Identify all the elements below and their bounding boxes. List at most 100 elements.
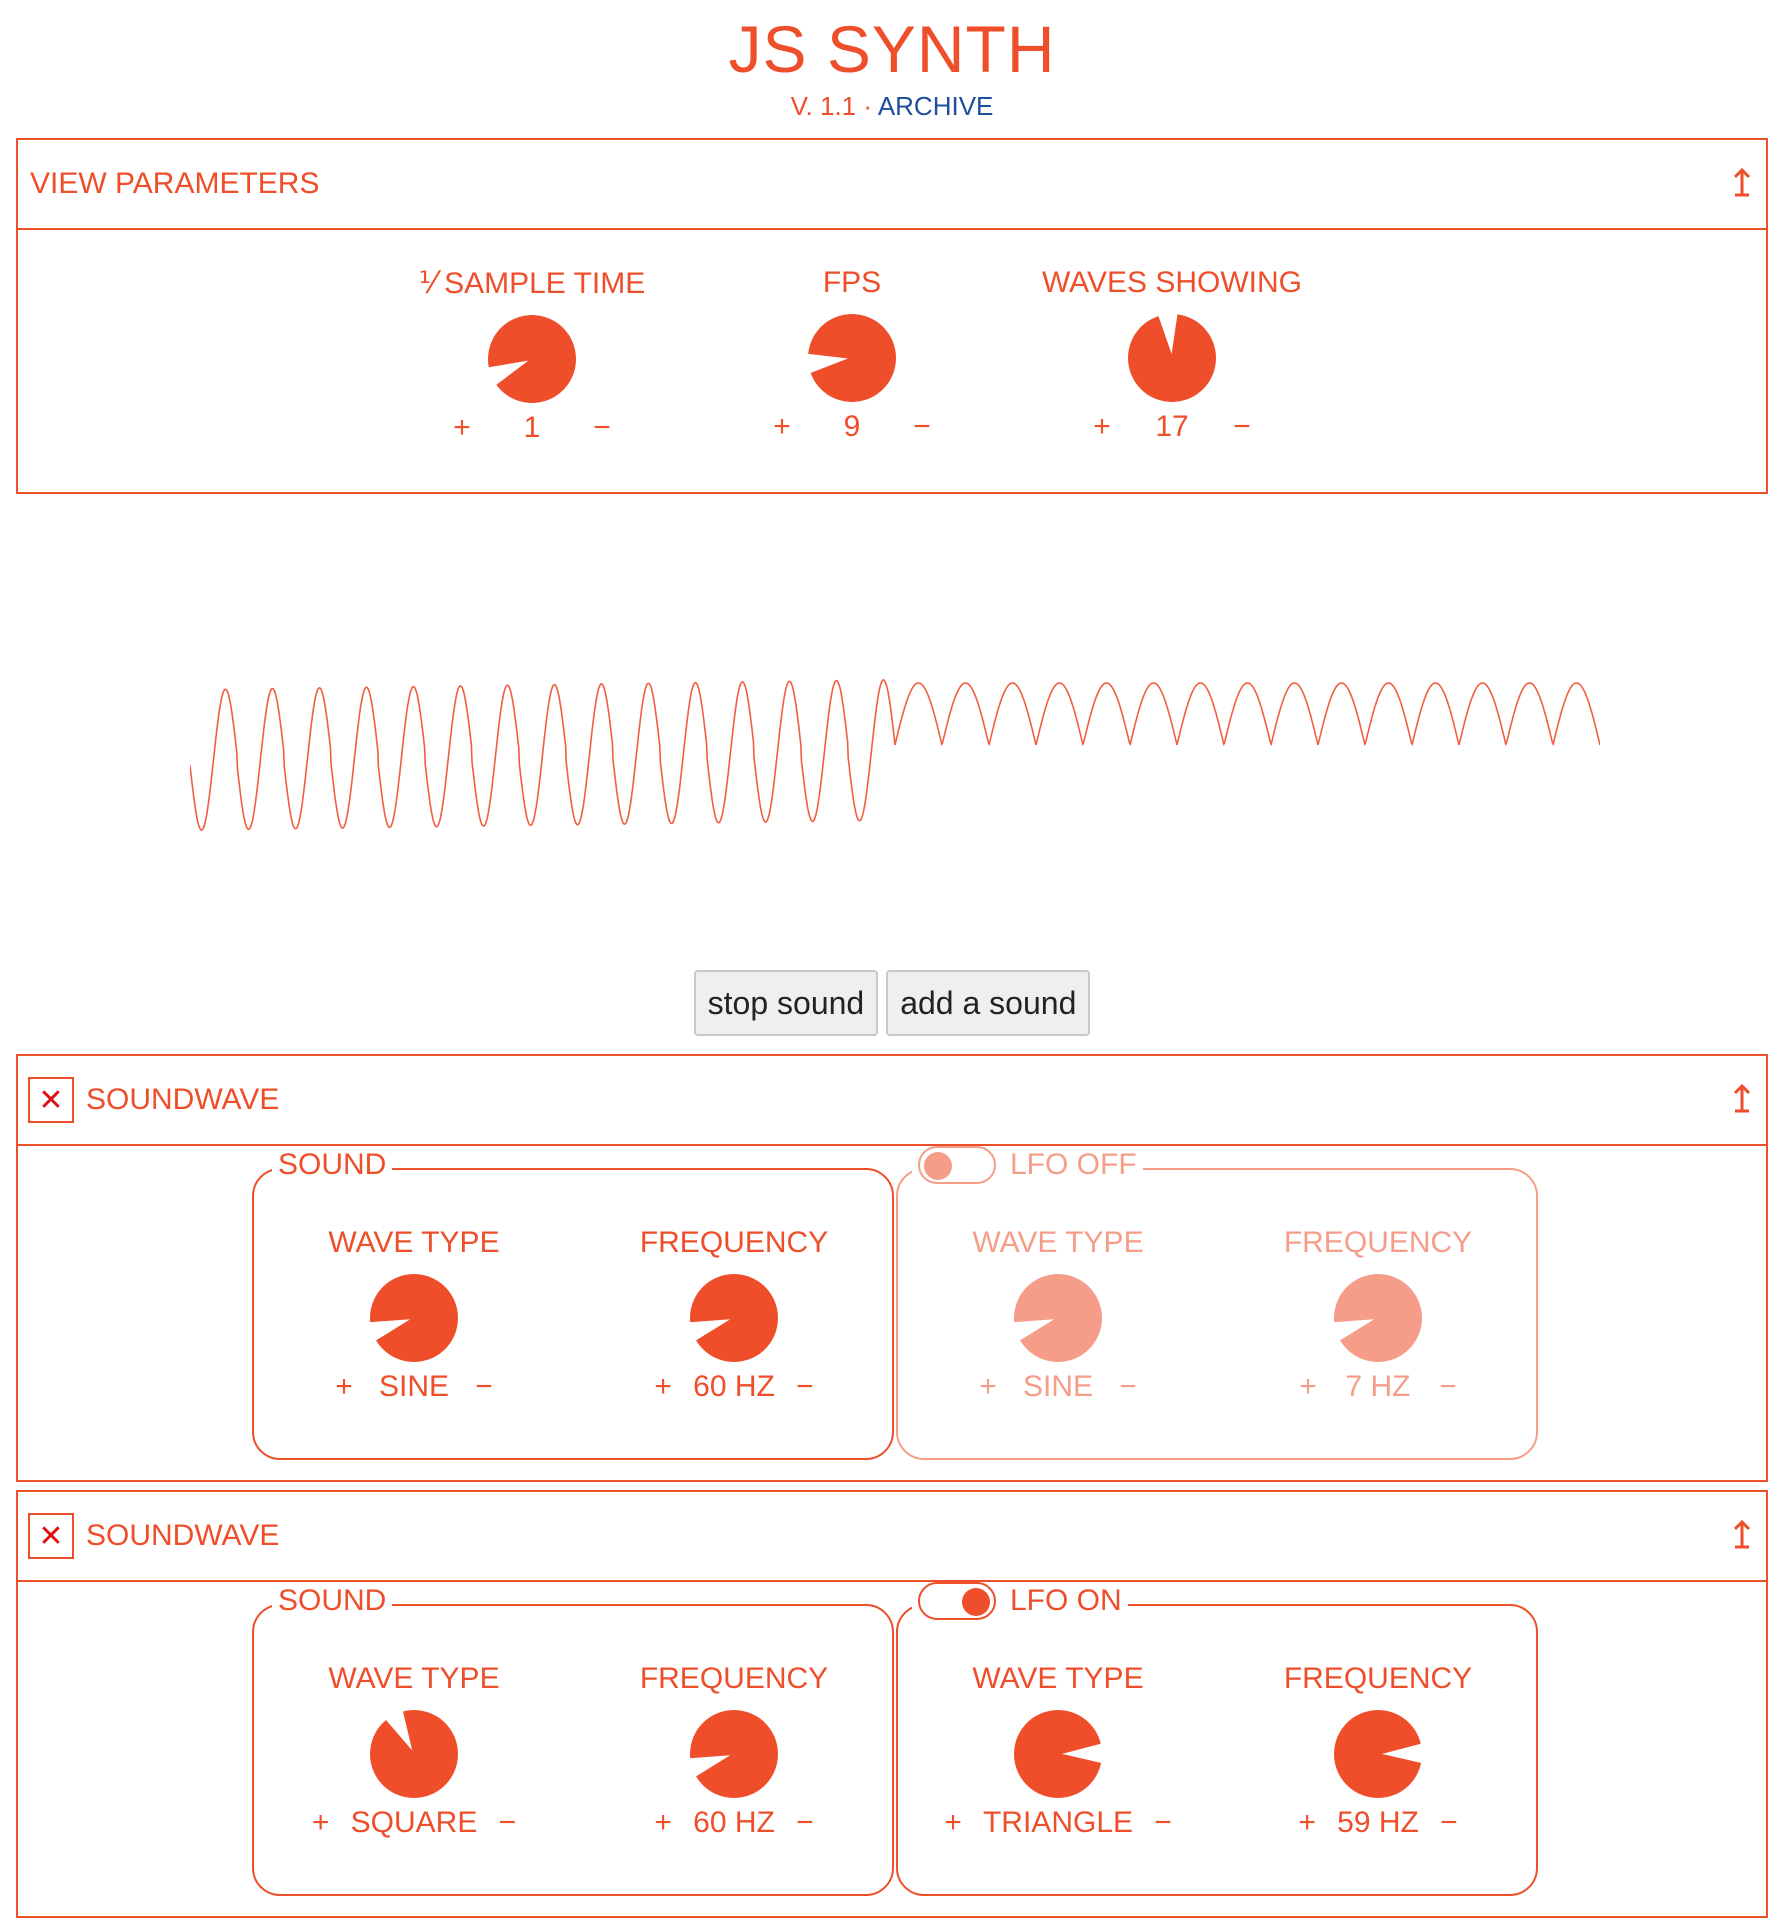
view-parameters-panel: VIEW PARAMETERS ⅟ SAMPLE TIME + 1 − FPS … [16,138,1768,494]
view-knob-0-minus-button[interactable]: − [593,411,611,444]
sound-frequency-controls: + 60 HZ − [594,1806,874,1840]
sound-frequency-dial[interactable] [688,1272,780,1364]
view-knob-2-label: WAVES SHOWING [1041,266,1302,299]
view-knob-0: ⅟ SAMPLE TIME + 1 − [382,266,682,445]
sound-legend-label: SOUND [278,1148,387,1181]
lfo-wave-type-value: SINE [1022,1370,1094,1403]
add-sound-button[interactable]: add a sound [886,970,1091,1036]
sound-wave-type-minus-button[interactable]: − [498,1806,517,1839]
lfo-legend-label: LFO OFF [1010,1148,1137,1181]
lfo-fieldset: LFO ON WAVE TYPE + TRIANGLE − FREQUENCY … [896,1582,1538,1896]
sound-frequency-dial[interactable] [688,1708,780,1800]
sound-wave-type-dial[interactable] [368,1708,460,1800]
view-knob-1-minus-button[interactable]: − [913,410,931,443]
app-title: JS SYNTH [728,12,1056,86]
lfo-wave-type-controls: + SINE − [918,1370,1198,1404]
lfo-frequency: FREQUENCY + 7 HZ − [1238,1226,1518,1404]
sound-wave-type-controls: + SQUARE − [274,1806,554,1840]
sound-frequency-plus-button[interactable]: + [654,1806,672,1839]
view-parameters-title: VIEW PARAMETERS [30,167,320,200]
sound-frequency: FREQUENCY + 60 HZ − [594,1662,874,1840]
view-knob-0-plus-button[interactable]: + [453,411,471,444]
lfo-frequency-value: 59 HZ [1337,1806,1419,1839]
archive-link[interactable]: ARCHIVE [877,91,994,121]
subtitle-separator: · [856,91,878,121]
sound-frequency-plus-button[interactable]: + [654,1370,672,1403]
sound-wave-type-dial[interactable] [368,1272,460,1364]
view-knob-2-value: 17 [1155,410,1189,443]
view-knob-2-dial[interactable] [1126,312,1218,404]
view-knob-0-value: 1 [523,411,541,444]
view-knob-0-label: ⅟ SAMPLE TIME [418,267,646,300]
lfo-toggle[interactable] [918,1146,996,1184]
sound-wave-type-controls: + SINE − [274,1370,554,1404]
lfo-legend: LFO OFF [912,1146,1143,1184]
lfo-wave-type-minus-button[interactable]: − [1119,1370,1137,1403]
sound-frequency-value: 60 HZ [693,1806,775,1839]
view-knob-2-controls: + 17 − [1022,410,1322,444]
sound-legend: SOUND [272,1584,393,1618]
view-knob-2-plus-button[interactable]: + [1093,410,1111,443]
sound-wave-type-plus-button[interactable]: + [335,1370,353,1403]
sound-wave-type: WAVE TYPE + SINE − [274,1226,554,1404]
sound-frequency-minus-button[interactable]: − [796,1370,814,1403]
remove-sound-button[interactable]: ✕ [28,1513,74,1559]
lfo-wave-type-minus-button[interactable]: − [1154,1806,1172,1839]
remove-sound-button[interactable]: ✕ [28,1077,74,1123]
lfo-frequency-dial[interactable] [1332,1708,1424,1800]
sound-frequency-minus-button[interactable]: − [796,1806,814,1839]
view-knob-1-controls: + 9 − [702,410,1002,444]
soundwave-title: SOUNDWAVE [86,1083,280,1116]
stop-sound-button[interactable]: stop sound [693,970,879,1036]
lfo-frequency: FREQUENCY + 59 HZ − [1238,1662,1518,1840]
lfo-toggle-knob [924,1152,952,1180]
sound-frequency-value: 60 HZ [693,1370,775,1403]
view-knob-1: FPS + 9 − [702,266,1002,444]
view-knob-2: WAVES SHOWING + 17 − [1022,266,1322,444]
view-knob-1-dial[interactable] [806,312,898,404]
collapse-icon[interactable] [1732,166,1752,200]
lfo-wave-type-dial[interactable] [1012,1708,1104,1800]
lfo-toggle[interactable] [918,1582,996,1620]
sound-wave-type: WAVE TYPE + SQUARE − [274,1662,554,1840]
lfo-fieldset: LFO OFF WAVE TYPE + SINE − FREQUENCY + 7… [896,1146,1538,1460]
sound-wave-type-label: WAVE TYPE [328,1226,500,1259]
lfo-wave-type-dial[interactable] [1012,1272,1104,1364]
view-parameters-header[interactable]: VIEW PARAMETERS [18,140,1766,230]
view-knob-1-label: FPS [822,266,882,299]
lfo-wave-type-plus-button[interactable]: + [979,1370,997,1403]
lfo-frequency-minus-button[interactable]: − [1439,1370,1457,1403]
sound-wave-type-value: SQUARE [350,1806,478,1839]
collapse-icon[interactable] [1732,1518,1752,1552]
view-knob-2-minus-button[interactable]: − [1233,410,1251,443]
lfo-frequency-plus-button[interactable]: + [1299,1370,1317,1403]
view-knob-0-dial[interactable] [486,313,578,405]
version-label: V. 1.1 [790,91,857,121]
sound-fieldset: SOUND WAVE TYPE + SINE − FREQUENCY + 60 … [252,1148,894,1460]
sound-legend-label: SOUND [278,1584,387,1617]
lfo-frequency-minus-button[interactable]: − [1440,1806,1458,1839]
lfo-frequency-plus-button[interactable]: + [1298,1806,1316,1839]
lfo-frequency-value: 7 HZ [1345,1370,1411,1403]
sound-wave-type-value: SINE [378,1370,450,1403]
lfo-frequency-dial[interactable] [1332,1272,1424,1364]
waveform-line [190,679,1600,831]
view-knob-1-plus-button[interactable]: + [773,410,791,443]
lfo-wave-type-plus-button[interactable]: + [944,1806,962,1839]
soundwave-header[interactable]: ✕ SOUNDWAVE [18,1056,1766,1146]
soundwave-header[interactable]: ✕ SOUNDWAVE [18,1492,1766,1582]
close-icon: ✕ [38,1083,64,1117]
lfo-wave-type: WAVE TYPE + SINE − [918,1226,1198,1404]
app-header: JS SYNTH V. 1.1 · ARCHIVE [0,0,1784,125]
sound-wave-type-plus-button[interactable]: + [311,1806,330,1839]
sound-wave-type-minus-button[interactable]: − [475,1370,493,1403]
view-knob-1-value: 9 [843,410,861,443]
collapse-icon[interactable] [1732,1082,1752,1116]
lfo-frequency-controls: + 59 HZ − [1238,1806,1518,1840]
sound-wave-type-label: WAVE TYPE [328,1662,500,1695]
waveform-display [190,679,1600,831]
view-knob-0-controls: + 1 − [382,411,682,445]
lfo-legend: LFO ON [912,1582,1128,1620]
sound-legend: SOUND [272,1148,393,1182]
lfo-frequency-label: FREQUENCY [1283,1662,1473,1695]
